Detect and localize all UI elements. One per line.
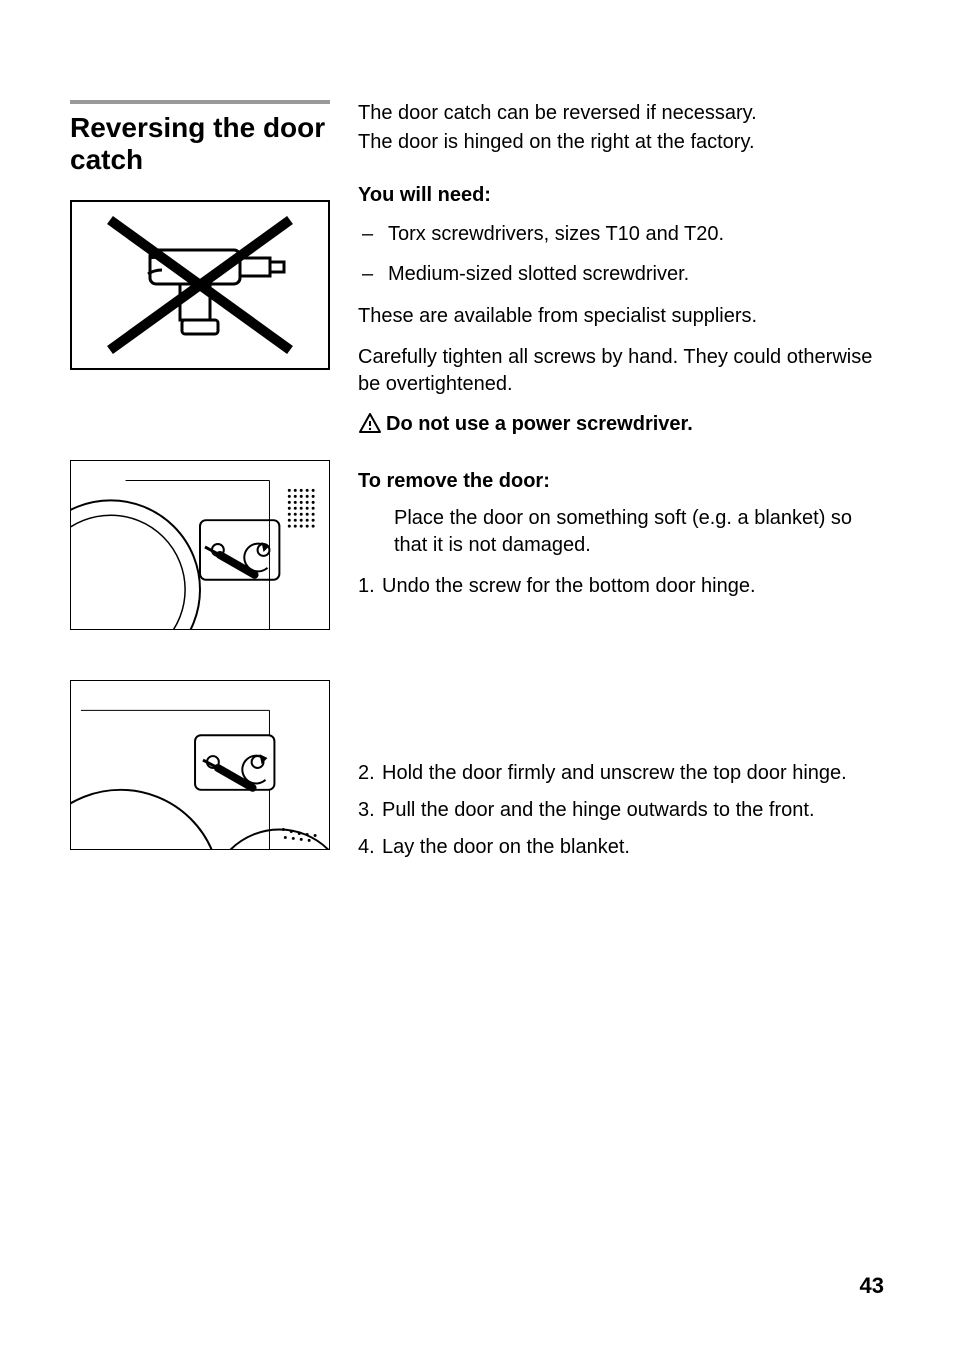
step-text: Hold the door firmly and unscrew the top… xyxy=(382,762,847,784)
remove-heading: To remove the door: xyxy=(358,470,884,493)
remove-pre-note: Place the door on something soft (e.g. a… xyxy=(358,505,884,559)
no-power-screwdriver-illustration xyxy=(70,200,330,370)
warning-icon xyxy=(358,412,382,436)
remove-steps-a: 1. Undo the screw for the bottom door hi… xyxy=(358,573,884,600)
step-text: Pull the door and the hinge outwards to … xyxy=(382,799,815,821)
needs-heading: You will need: xyxy=(358,184,884,207)
page-content: Reversing the door catch xyxy=(70,100,884,871)
section-title: Reversing the door catch xyxy=(70,112,330,176)
needs-note-2: Carefully tighten all screws by hand. Th… xyxy=(358,344,884,398)
right-column: The door catch can be reversed if necess… xyxy=(358,100,884,871)
step-number: 3. xyxy=(358,797,375,824)
remove-step: 1. Undo the screw for the bottom door hi… xyxy=(358,573,884,600)
bottom-hinge-screw-illustration xyxy=(70,460,330,630)
warning-row: Do not use a power screwdriver. xyxy=(358,412,884,436)
spacer xyxy=(358,610,884,760)
remove-step: 2. Hold the door firmly and unscrew the … xyxy=(358,760,884,787)
intro-line-1: The door catch can be reversed if necess… xyxy=(358,100,884,127)
page-number: 43 xyxy=(860,1273,884,1299)
remove-step: 3. Pull the door and the hinge outwards … xyxy=(358,797,884,824)
needs-list: Torx screwdrivers, sizes T10 and T20. Me… xyxy=(358,219,884,289)
needs-note-1: These are available from specialist supp… xyxy=(358,303,884,330)
step-text: Lay the door on the blanket. xyxy=(382,836,630,858)
step-number: 2. xyxy=(358,760,375,787)
needs-item: Medium-sized slotted screwdriver. xyxy=(358,259,884,289)
intro-line-2: The door is hinged on the right at the f… xyxy=(358,129,884,156)
step-text: Undo the screw for the bottom door hinge… xyxy=(382,575,756,597)
warning-text: Do not use a power screwdriver. xyxy=(386,413,693,436)
top-hinge-screw-illustration xyxy=(70,680,330,850)
section-rule xyxy=(70,100,330,104)
remove-steps-b: 2. Hold the door firmly and unscrew the … xyxy=(358,760,884,861)
step-number: 1. xyxy=(358,573,375,600)
needs-item: Torx screwdrivers, sizes T10 and T20. xyxy=(358,219,884,249)
remove-step: 4. Lay the door on the blanket. xyxy=(358,834,884,861)
left-column: Reversing the door catch xyxy=(70,100,330,871)
step-number: 4. xyxy=(358,834,375,861)
